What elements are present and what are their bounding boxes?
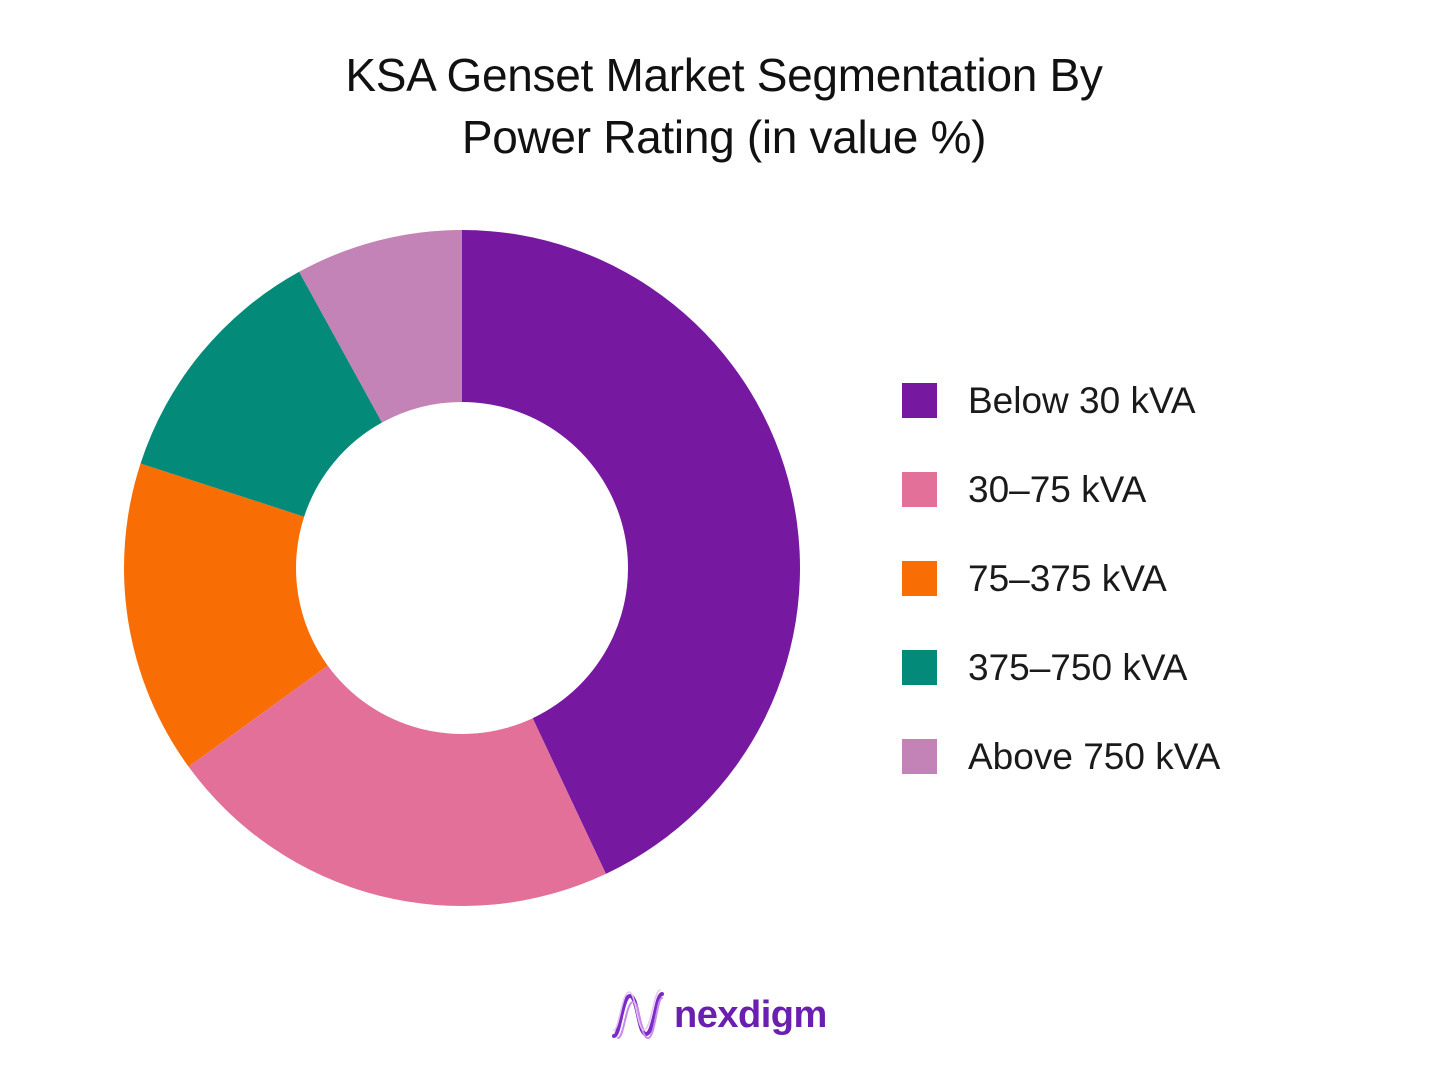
donut-slice-30-75-kva [188, 665, 606, 907]
legend-item-75-375-kva: 75–375 kVA [902, 534, 1220, 623]
legend-label: 30–75 kVA [968, 468, 1147, 510]
legend-swatch [902, 472, 937, 507]
legend-item-below-30-kva: Below 30 kVA [902, 356, 1220, 445]
nexdigm-logo-icon [612, 989, 664, 1040]
donut-slice-above-750-kva [299, 230, 462, 423]
chart-title-line-2: Power Rating (in value %) [461, 111, 987, 163]
legend: Below 30 kVA 30–75 kVA 75–375 kVA 375–75… [902, 356, 1220, 801]
legend-swatch [902, 650, 937, 685]
brand-name: nexdigm [674, 993, 827, 1036]
legend-label: Below 30 kVA [968, 379, 1196, 421]
legend-label: Above 750 kVA [968, 735, 1221, 777]
legend-label: 75–375 kVA [968, 557, 1167, 599]
legend-item-above-750-kva: Above 750 kVA [902, 712, 1220, 801]
legend-label: 375–750 kVA [968, 646, 1188, 688]
legend-swatch [902, 739, 937, 774]
donut-slice-75-375-kva [123, 463, 328, 767]
legend-swatch [902, 561, 937, 596]
legend-item-375-750-kva: 375–750 kVA [902, 623, 1220, 712]
brand-logo: nexdigm [610, 986, 827, 1044]
legend-swatch [902, 383, 937, 418]
chart-title: KSA Genset Market Segmentation By Power … [0, 44, 1448, 168]
legend-item-30-75-kva: 30–75 kVA [902, 445, 1220, 534]
donut-slice-below-30-kva [462, 230, 801, 874]
donut-slice-375-750-kva [140, 271, 383, 517]
chart-title-line-1: KSA Genset Market Segmentation By [345, 49, 1103, 101]
